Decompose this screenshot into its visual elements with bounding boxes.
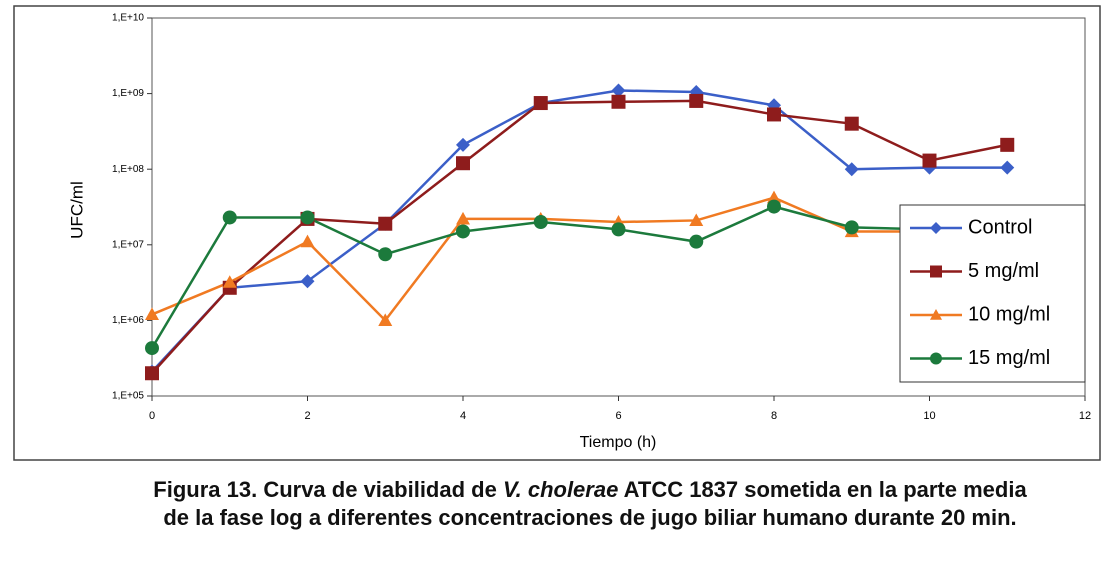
marker [456,156,470,171]
caption: Figura 13. Curva de viabilidad de V. cho… [150,476,1030,532]
x-tick-label: 8 [771,410,777,422]
y-tick-label: 1,E+05 [112,391,144,402]
y-tick-label: 1,E+08 [112,164,144,175]
y-tick-label: 1,E+10 [112,13,144,24]
marker [145,341,159,356]
marker [145,366,159,381]
marker [456,224,470,239]
marker [611,222,626,237]
marker [930,265,942,278]
marker [378,247,393,262]
marker [533,96,548,111]
y-tick-label: 1,E+07 [112,239,144,250]
y-tick-label: 1,E+06 [112,315,144,326]
marker [1000,137,1015,152]
y-axis-label: UFC/ml [67,181,86,239]
marker [922,153,937,168]
marker [300,234,315,248]
caption-text: ATCC 1837 sometida en la parte media de … [163,477,1027,530]
caption-italic: V. cholerae [502,477,619,502]
legend-label: 15 mg/ml [968,347,1050,369]
x-tick-label: 0 [149,410,155,422]
legend-label: Control [968,216,1032,238]
chart: UFC/ml Tiempo (h) 1,E+05 1,E+06 1,E+07 1,E+… [13,5,1101,461]
legend-box [899,204,1086,383]
x-tick-label: 6 [615,410,621,422]
marker [300,274,315,289]
marker [689,234,704,249]
marker [930,352,942,365]
marker [689,93,704,108]
series-line [151,89,1008,373]
y-tick-label: 1,E+09 [112,88,144,99]
series-line [151,196,1008,323]
marker [611,94,626,109]
marker [844,220,859,235]
marker [1000,160,1015,175]
x-tick-label: 4 [460,410,466,422]
marker [611,83,626,98]
x-tick-label: 12 [1079,410,1091,422]
marker [767,190,781,204]
x-axis-label: Tiempo (h) [580,434,657,451]
marker [767,107,781,122]
caption-text: Figura 13. Curva de viabilidad de [153,477,503,502]
series-line [150,205,1008,349]
marker [378,313,393,326]
chart-frame [13,5,1101,461]
marker [456,211,470,225]
marker [844,162,859,177]
marker [533,215,548,230]
marker [222,275,237,288]
marker [300,210,315,225]
x-tick-label: 10 [923,410,935,422]
legend-label: 10 mg/ml [968,303,1050,325]
marker [145,307,159,321]
legend-label: 5 mg/ml [968,260,1039,282]
marker [844,116,859,131]
marker [456,137,470,152]
marker [222,210,237,225]
marker [767,199,781,214]
x-tick-label: 2 [304,410,310,422]
series-line [151,99,1008,375]
marker [689,213,704,227]
marker [930,222,942,234]
marker [930,309,942,320]
marker [378,216,393,231]
